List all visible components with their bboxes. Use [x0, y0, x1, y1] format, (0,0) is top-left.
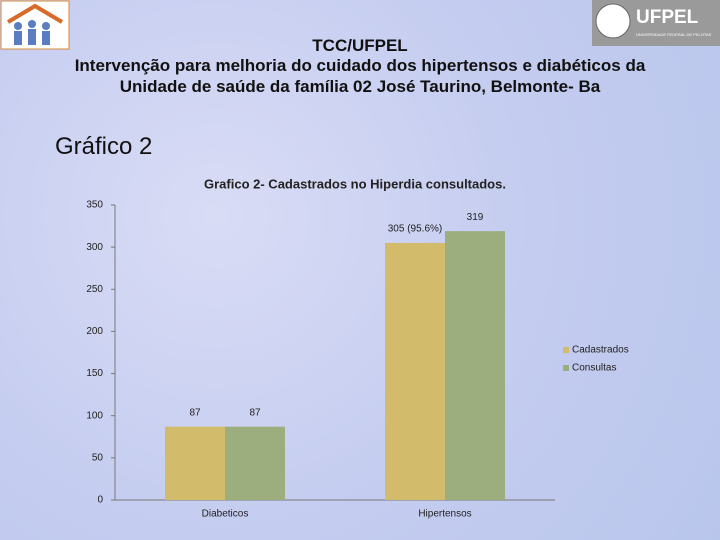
- y-tick-label: 350: [86, 200, 103, 211]
- person-icon: [28, 20, 36, 28]
- header-line: Unidade de saúde da família 02 José Taur…: [119, 77, 601, 96]
- x-tick-label: Hipertensos: [418, 509, 471, 520]
- person-icon: [28, 29, 36, 45]
- logos: UFPEL UNIVERSIDADE FEDERAL DE PELOTAS: [0, 0, 720, 50]
- legend-label: Consultas: [572, 363, 616, 374]
- bar: [225, 426, 285, 500]
- logo-subtext: UNIVERSIDADE FEDERAL DE PELOTAS: [636, 32, 712, 37]
- chart-title: Grafico 2- Cadastrados no Hiperdia consu…: [204, 176, 506, 191]
- y-tick-label: 100: [86, 410, 103, 421]
- y-tick-label: 50: [92, 452, 104, 463]
- legend-swatch: [563, 347, 569, 353]
- data-label: 87: [249, 407, 261, 418]
- y-tick-label: 200: [86, 326, 103, 337]
- data-label: 305 (95.6%): [388, 224, 442, 235]
- header-line: Intervenção para melhoria do cuidado dos…: [74, 56, 646, 75]
- bar: [445, 231, 505, 500]
- legend-swatch: [563, 365, 569, 371]
- header-line: TCC/UFPEL: [312, 36, 408, 55]
- y-tick-label: 250: [86, 284, 103, 295]
- data-label: 87: [189, 407, 201, 418]
- y-tick-label: 300: [86, 242, 103, 253]
- person-icon: [14, 31, 22, 45]
- person-icon: [42, 31, 50, 45]
- roof-icon: [6, 3, 64, 24]
- logo-text: UFPEL: [636, 7, 699, 28]
- x-tick-label: Diabeticos: [202, 509, 249, 520]
- person-icon: [14, 22, 22, 30]
- bar: [385, 242, 445, 500]
- y-tick-label: 0: [97, 495, 103, 506]
- legend-label: Cadastrados: [572, 345, 629, 356]
- logo-emblem: [595, 3, 631, 39]
- person-icon: [42, 22, 50, 30]
- y-tick-label: 150: [86, 368, 103, 379]
- slide-heading: Gráfico 2: [55, 133, 153, 160]
- bar: [165, 426, 225, 500]
- data-label: 319: [467, 212, 484, 223]
